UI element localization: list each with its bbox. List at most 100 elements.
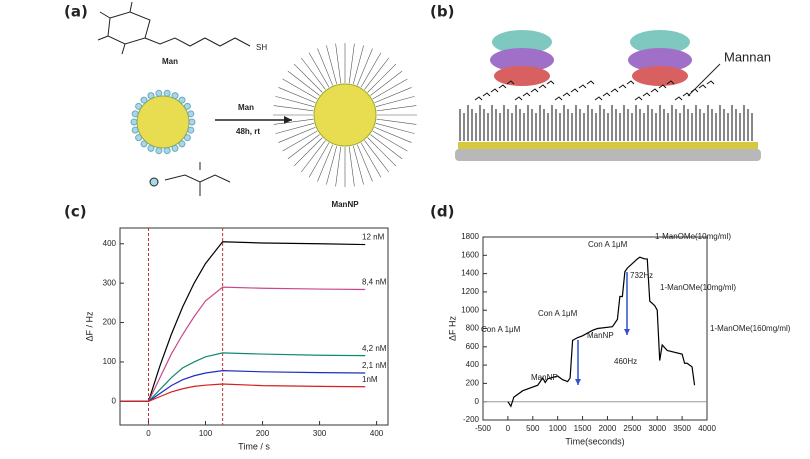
ligand [376,105,417,112]
mannan [514,96,523,101]
sugar-structure [97,1,251,55]
y-tick-label: 0 [475,397,480,406]
ligand [326,45,338,85]
ligand [374,87,412,104]
bead [147,92,155,100]
y-tick-label: 200 [466,379,480,388]
plot-frame [119,227,389,426]
bead [130,118,138,126]
x-tick-label: 400 [370,429,384,438]
ligand [374,126,412,143]
x-tick-label: -500 [475,424,492,433]
y-tick-label: 100 [103,357,117,366]
annotation: Con A 1μM [538,309,578,318]
mannan [570,88,579,93]
x-tick-label: 1500 [574,424,592,433]
ligand [370,134,403,160]
x-axis-label: Time(seconds) [565,436,624,446]
mannan [554,96,563,101]
x-tick-label: 300 [313,429,327,438]
annotation: ManNP [587,331,614,340]
bead [131,126,139,134]
gold-layer [458,142,758,149]
bead [171,92,179,100]
mannan [562,92,571,97]
data-line [120,370,366,402]
mannan [482,92,491,97]
mannan [586,80,595,85]
bead [155,89,163,97]
bead [171,144,179,152]
series-label: 4,2 nM [362,344,387,353]
ligand [356,144,373,182]
mannan [658,84,667,89]
ligand [275,96,315,108]
bead [183,102,191,110]
arrow-head [575,379,581,385]
bead [163,89,171,97]
y-axis-label: ΔF Hz [447,315,457,341]
series-label: 2,1 nM [362,361,387,370]
y-tick-label: 0 [112,396,117,405]
ligand [273,105,314,112]
bead [155,147,163,155]
citrate-np [130,89,196,155]
mannan [698,84,707,89]
ligand [308,52,330,88]
bead [187,126,195,134]
x-tick-label: 1000 [549,424,567,433]
ligand [287,134,320,160]
mannan [642,92,651,97]
panel-label: (c) [64,203,87,221]
mannan [490,88,499,93]
mannan [666,80,675,85]
mannan [474,96,483,101]
panel-label: (b) [430,3,454,21]
bead [187,110,195,118]
mannan [530,88,539,93]
data-line [120,286,366,402]
bead [140,96,148,104]
citrate [149,162,231,196]
ligand [317,144,334,182]
thiol: SH [256,43,267,52]
ligand [300,57,326,90]
reagent: Man [238,103,254,112]
annotation: Mannan [724,49,771,64]
mannan [626,80,635,85]
bead [183,134,191,142]
data-line [507,256,696,408]
x-tick-label: 3500 [673,424,691,433]
annotation: 1-ManOMe(10mg/ml) [655,232,731,241]
mannan [610,88,619,93]
data-line [120,241,366,402]
ligand [356,48,373,86]
x-tick-label: 4000 [698,424,716,433]
series-label: 8,4 nM [362,278,387,287]
panel-label: (d) [430,203,454,221]
ligand [348,43,355,84]
ligand [278,126,316,143]
ligand [375,96,415,108]
ligand [278,87,316,104]
conditions: 48h, rt [236,127,260,136]
ligand [335,43,342,84]
y-tick-label: 800 [466,324,480,333]
y-tick-label: 400 [103,239,117,248]
y-tick-label: 1000 [461,305,479,314]
ligand [372,78,408,100]
ligand [367,137,397,167]
annotation: 460Hz [614,357,637,366]
ligand [287,70,320,96]
series-label: 1nM [362,375,378,384]
ligand [364,140,390,173]
y-tick-label: 600 [466,342,480,351]
bead [188,118,196,126]
x-tick-label: 2500 [623,424,641,433]
pointer [687,63,721,97]
y-tick-label: 200 [103,318,117,327]
ligand [372,130,408,152]
proteins [490,30,692,86]
ligand [282,78,318,100]
